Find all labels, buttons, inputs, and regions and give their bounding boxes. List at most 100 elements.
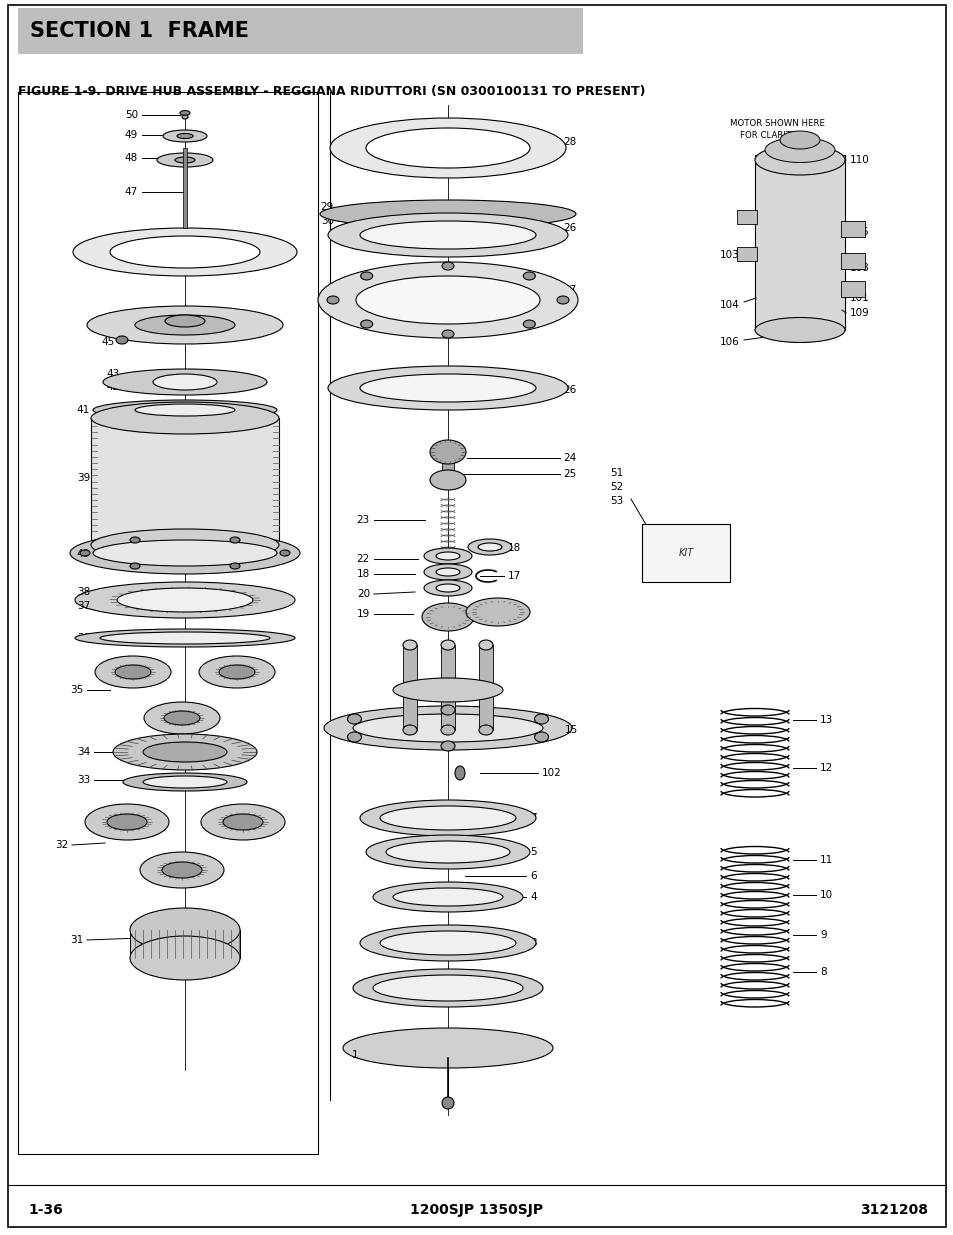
Text: FOR CLARITY: FOR CLARITY xyxy=(740,131,796,140)
Bar xyxy=(440,645,455,730)
Ellipse shape xyxy=(143,742,227,762)
Text: 52: 52 xyxy=(609,482,622,492)
Ellipse shape xyxy=(436,552,459,559)
Ellipse shape xyxy=(105,550,115,558)
Ellipse shape xyxy=(223,814,263,830)
Ellipse shape xyxy=(355,275,539,324)
Ellipse shape xyxy=(436,584,459,592)
Ellipse shape xyxy=(73,228,296,275)
Bar xyxy=(402,645,416,730)
Text: 17: 17 xyxy=(507,571,520,580)
Ellipse shape xyxy=(162,862,202,878)
Text: 40: 40 xyxy=(77,550,90,559)
Ellipse shape xyxy=(366,128,530,168)
Text: 33: 33 xyxy=(76,776,90,785)
Text: 10: 10 xyxy=(820,890,832,900)
Text: 6: 6 xyxy=(530,871,536,881)
Text: 8: 8 xyxy=(820,967,825,977)
Ellipse shape xyxy=(107,814,147,830)
FancyBboxPatch shape xyxy=(737,247,757,261)
Text: 43: 43 xyxy=(107,369,120,379)
Ellipse shape xyxy=(430,471,465,490)
Bar xyxy=(183,148,187,228)
FancyBboxPatch shape xyxy=(841,253,864,269)
Ellipse shape xyxy=(319,200,576,228)
Text: 1200SJP 1350SJP: 1200SJP 1350SJP xyxy=(410,1203,543,1216)
Ellipse shape xyxy=(130,936,240,981)
Ellipse shape xyxy=(347,732,361,742)
Ellipse shape xyxy=(143,776,227,788)
Ellipse shape xyxy=(75,629,294,647)
Text: 30: 30 xyxy=(320,216,334,226)
Ellipse shape xyxy=(366,835,530,869)
Ellipse shape xyxy=(754,144,844,175)
Text: 27: 27 xyxy=(562,285,576,295)
Text: 108: 108 xyxy=(849,263,869,273)
Ellipse shape xyxy=(115,664,151,679)
Text: 19: 19 xyxy=(356,609,370,619)
Text: 32: 32 xyxy=(54,840,68,850)
Ellipse shape xyxy=(80,550,90,556)
Ellipse shape xyxy=(103,369,267,395)
Ellipse shape xyxy=(75,582,294,618)
Ellipse shape xyxy=(317,262,578,338)
Text: 44: 44 xyxy=(102,312,115,324)
Text: 18: 18 xyxy=(507,543,520,553)
Text: 101: 101 xyxy=(849,293,869,303)
Text: 9: 9 xyxy=(820,930,825,940)
Text: FIGURE 1-9. DRIVE HUB ASSEMBLY - REGGIANA RIDUTTORI (SN 0300100131 TO PRESENT): FIGURE 1-9. DRIVE HUB ASSEMBLY - REGGIAN… xyxy=(18,85,645,98)
Text: 20: 20 xyxy=(356,589,370,599)
Text: 26: 26 xyxy=(562,224,576,233)
Ellipse shape xyxy=(441,262,454,270)
Ellipse shape xyxy=(353,969,542,1007)
Ellipse shape xyxy=(182,115,188,119)
Text: 26: 26 xyxy=(562,385,576,395)
Ellipse shape xyxy=(360,320,373,329)
Text: 51: 51 xyxy=(609,468,622,478)
Text: 41: 41 xyxy=(76,405,90,415)
Ellipse shape xyxy=(754,317,844,342)
Ellipse shape xyxy=(523,320,535,329)
Ellipse shape xyxy=(440,640,455,650)
Ellipse shape xyxy=(440,741,455,751)
Text: 4: 4 xyxy=(530,892,536,902)
Text: 35: 35 xyxy=(70,685,83,695)
Ellipse shape xyxy=(780,131,820,149)
Text: 102: 102 xyxy=(541,768,561,778)
Ellipse shape xyxy=(402,640,416,650)
Ellipse shape xyxy=(174,157,194,163)
Text: 3121208: 3121208 xyxy=(859,1203,927,1216)
Ellipse shape xyxy=(152,374,216,390)
Ellipse shape xyxy=(441,1097,454,1109)
Text: 16: 16 xyxy=(507,603,520,613)
FancyBboxPatch shape xyxy=(841,282,864,296)
Ellipse shape xyxy=(85,804,169,840)
Text: 50: 50 xyxy=(125,110,138,120)
Text: 5: 5 xyxy=(530,847,536,857)
Text: 104: 104 xyxy=(720,300,740,310)
Text: MOTOR SHOWN HERE: MOTOR SHOWN HERE xyxy=(729,120,824,128)
Text: 34: 34 xyxy=(76,747,90,757)
Bar xyxy=(91,417,278,545)
Text: 37: 37 xyxy=(76,601,90,611)
Bar xyxy=(18,91,317,1153)
Text: SECTION 1  FRAME: SECTION 1 FRAME xyxy=(30,21,249,41)
Text: 38: 38 xyxy=(76,587,90,597)
Ellipse shape xyxy=(140,852,224,888)
Text: 1: 1 xyxy=(351,1050,357,1060)
Ellipse shape xyxy=(117,588,253,613)
FancyBboxPatch shape xyxy=(737,210,757,224)
Ellipse shape xyxy=(330,119,565,178)
Ellipse shape xyxy=(423,564,472,580)
Ellipse shape xyxy=(393,678,502,701)
Text: 7: 7 xyxy=(530,813,536,823)
Ellipse shape xyxy=(130,537,140,543)
Ellipse shape xyxy=(455,766,464,781)
Ellipse shape xyxy=(91,529,278,561)
Text: 31: 31 xyxy=(70,935,83,945)
Ellipse shape xyxy=(478,640,493,650)
Text: KIT: KIT xyxy=(678,548,693,558)
Ellipse shape xyxy=(402,725,416,735)
Text: 2: 2 xyxy=(530,983,536,993)
Ellipse shape xyxy=(421,603,474,631)
